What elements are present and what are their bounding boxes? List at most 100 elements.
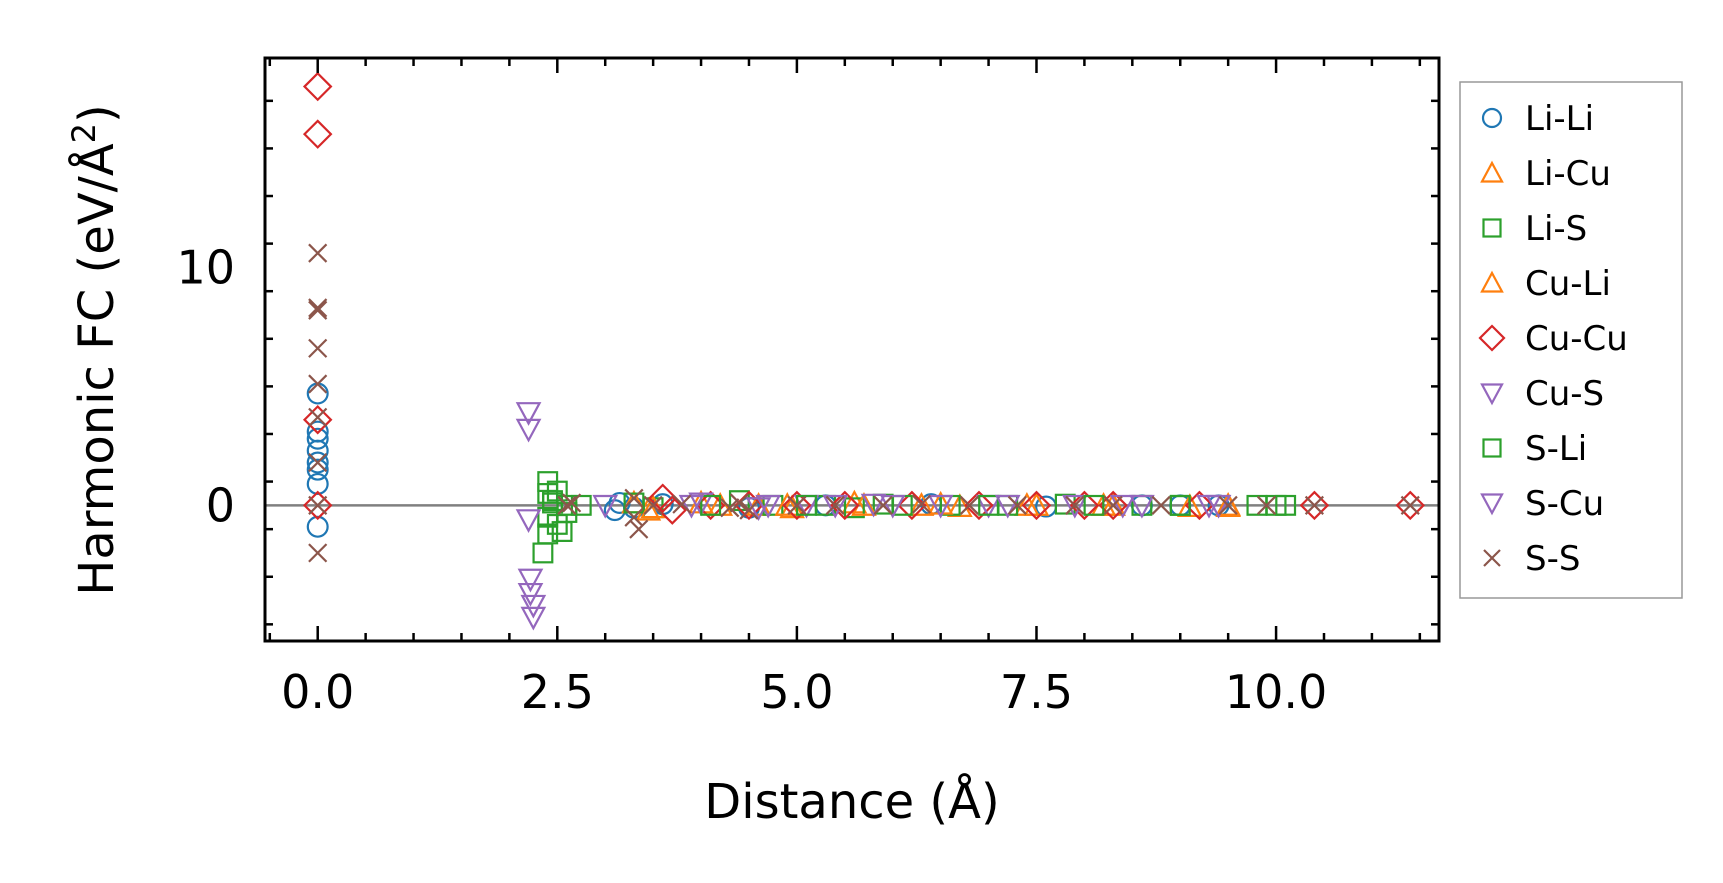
legend-label: Cu-Li bbox=[1525, 264, 1611, 304]
data-point bbox=[739, 500, 759, 520]
data-point bbox=[1021, 490, 1052, 521]
y-axis-label: Harmonic FC (eV/Å2) bbox=[65, 104, 125, 596]
legend-marker bbox=[1483, 549, 1501, 567]
data-point bbox=[927, 494, 954, 519]
data-point bbox=[306, 420, 329, 443]
x-tick-label: 7.5 bbox=[1000, 665, 1073, 719]
data-point bbox=[308, 407, 328, 427]
legend-label: Li-Li bbox=[1525, 99, 1594, 139]
data-point bbox=[515, 509, 542, 533]
data-point bbox=[1215, 493, 1242, 518]
data-point bbox=[774, 492, 801, 516]
data-point bbox=[570, 494, 592, 516]
legend-marker bbox=[1480, 493, 1504, 516]
legend-marker bbox=[1478, 324, 1506, 352]
legend-marker bbox=[1482, 438, 1502, 458]
data-point bbox=[308, 300, 328, 320]
y-tick-label: 0 bbox=[206, 478, 235, 532]
data-point bbox=[1400, 495, 1420, 515]
data-point bbox=[1061, 494, 1088, 519]
data-point bbox=[1176, 493, 1203, 518]
data-point bbox=[1069, 490, 1100, 521]
data-point bbox=[1218, 495, 1238, 515]
data-point bbox=[700, 494, 722, 516]
series-S-Li bbox=[542, 492, 1191, 523]
data-point bbox=[825, 495, 845, 515]
legend-marker bbox=[1481, 107, 1503, 129]
data-point bbox=[515, 402, 542, 426]
data-point bbox=[782, 490, 812, 521]
x-tick-label: 2.5 bbox=[521, 665, 594, 719]
legend-marker bbox=[1480, 270, 1504, 293]
legend-label: Cu-Cu bbox=[1525, 319, 1628, 359]
data-point bbox=[302, 71, 333, 102]
x-tick-label: 0.0 bbox=[281, 665, 354, 719]
legend-item: Cu-Li bbox=[1480, 264, 1611, 304]
data-point bbox=[908, 492, 935, 516]
data-point bbox=[1299, 490, 1330, 521]
data-point bbox=[879, 494, 906, 519]
data-point bbox=[830, 490, 860, 521]
data-point bbox=[515, 418, 542, 443]
plot-area bbox=[265, 58, 1439, 641]
data-point bbox=[517, 568, 544, 593]
data-point bbox=[643, 495, 663, 515]
data-point bbox=[964, 490, 994, 521]
legend-item: Li-S bbox=[1482, 209, 1587, 249]
legend-item: S-S bbox=[1483, 539, 1580, 579]
data-point bbox=[556, 502, 578, 523]
data-point bbox=[1065, 495, 1085, 515]
y-axis-label-superscript: 2 bbox=[65, 123, 103, 143]
legend-item: S-Cu bbox=[1480, 484, 1604, 524]
data-point bbox=[843, 497, 865, 519]
data-point bbox=[672, 494, 692, 514]
plot-frame bbox=[263, 56, 1441, 643]
legend-box bbox=[1459, 81, 1683, 599]
legend-marker bbox=[1482, 218, 1502, 238]
series-S-S bbox=[308, 243, 1420, 563]
data-point bbox=[927, 490, 954, 515]
data-point bbox=[822, 494, 849, 519]
data-point bbox=[302, 404, 333, 435]
data-point bbox=[647, 483, 678, 513]
data-point bbox=[306, 472, 329, 495]
data-point bbox=[1275, 494, 1297, 516]
x-tick-label: 5.0 bbox=[760, 665, 833, 719]
data-point bbox=[1196, 494, 1222, 519]
data-point bbox=[1023, 492, 1050, 516]
legend-label: S-Cu bbox=[1525, 484, 1604, 524]
tick-labels: 0.0 2.5 5.0 7.5 10.0 0 10 bbox=[176, 240, 1327, 719]
data-point bbox=[520, 606, 547, 631]
data-point bbox=[308, 243, 328, 263]
data-point bbox=[978, 494, 1000, 516]
legend: Li-Li Li-Cu Li-S Cu-Li Cu-Cu Cu-S S-Li S-Cu S-S bbox=[1459, 81, 1683, 599]
data-point bbox=[678, 494, 705, 519]
data-point bbox=[720, 498, 740, 518]
data-point bbox=[624, 488, 644, 508]
legend-item: Li-Li bbox=[1481, 99, 1594, 139]
data-point bbox=[873, 495, 893, 515]
legend-marker bbox=[1480, 160, 1504, 183]
data-point bbox=[308, 374, 328, 394]
legend-label: Li-S bbox=[1525, 209, 1587, 249]
data-point bbox=[308, 495, 328, 515]
data-point bbox=[308, 452, 328, 473]
data-point bbox=[557, 495, 577, 515]
data-point bbox=[897, 490, 927, 521]
data-point bbox=[1103, 495, 1123, 515]
legend-item: Li-Cu bbox=[1480, 154, 1611, 194]
data-point bbox=[1100, 492, 1127, 516]
y-tick-label: 10 bbox=[176, 240, 235, 294]
data-point bbox=[306, 515, 329, 538]
data-point bbox=[302, 119, 333, 149]
data-point bbox=[1395, 490, 1426, 521]
data-point bbox=[787, 495, 807, 515]
data-points bbox=[302, 71, 1426, 631]
data-point bbox=[306, 451, 329, 474]
data-point bbox=[629, 519, 649, 539]
data-point bbox=[1304, 495, 1324, 515]
legend-label: Cu-S bbox=[1525, 374, 1604, 414]
data-point bbox=[624, 507, 644, 527]
data-point bbox=[306, 427, 329, 450]
